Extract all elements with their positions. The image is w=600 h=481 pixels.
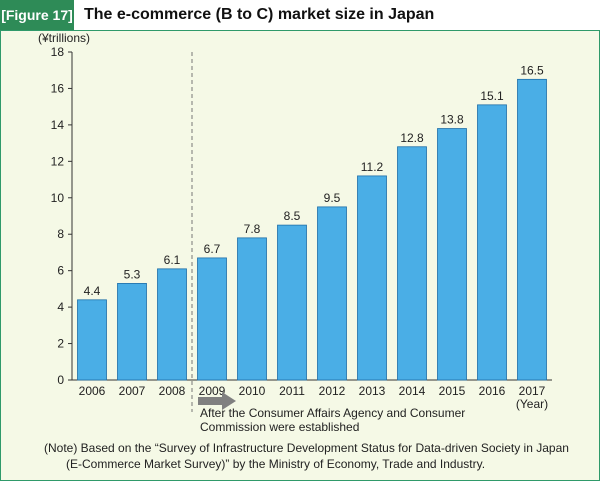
y-tick-label: 6 [57, 264, 64, 278]
bar-2015 [437, 128, 467, 381]
value-label-2016: 15.1 [480, 89, 504, 103]
y-tick-label: 12 [51, 154, 65, 168]
value-label-2017: 16.5 [520, 63, 544, 77]
bar-2007 [117, 283, 147, 381]
y-axis-label: (¥trillions) [38, 31, 90, 45]
bar-2013 [357, 175, 387, 381]
x-tick-label-2007: 2007 [119, 384, 146, 398]
bar-2016 [477, 104, 507, 381]
bar-2010 [237, 237, 267, 381]
source-note: (Note) Based on the “Survey of Infrastru… [44, 440, 584, 472]
bar-2008 [157, 268, 187, 381]
x-tick-label-2012: 2012 [319, 384, 346, 398]
source-note-line-2: (E-Commerce Market Survey)” by the Minis… [66, 457, 486, 471]
x-tick-label-2013: 2013 [359, 384, 386, 398]
y-tick-label: 18 [51, 45, 65, 59]
bar-2009 [197, 257, 227, 381]
x-tick-label-2016: 2016 [479, 384, 506, 398]
annotation-line-1: After the Consumer Affairs Agency and Co… [200, 406, 465, 420]
value-label-2006: 4.4 [84, 284, 101, 298]
value-label-2008: 6.1 [164, 253, 181, 267]
value-label-2013: 11.2 [361, 160, 384, 174]
y-tick-label: 4 [57, 300, 64, 314]
chart-title: The e-commerce (B to C) market size in J… [84, 6, 435, 23]
x-axis-label: (Year) [516, 397, 548, 411]
value-label-2007: 5.3 [124, 267, 141, 281]
value-label-2014: 12.8 [400, 131, 424, 145]
x-tick-label-2014: 2014 [399, 384, 426, 398]
bar-2006 [77, 299, 107, 381]
y-tick-label: 16 [51, 81, 65, 95]
x-tick-label-2009: 2009 [199, 384, 226, 398]
y-tick-label: 8 [57, 227, 64, 241]
value-label-2012: 9.5 [324, 191, 341, 205]
value-label-2011: 8.5 [284, 209, 301, 223]
x-tick-label-2017: 2017 [519, 384, 546, 398]
x-tick-label-2006: 2006 [79, 384, 106, 398]
right-arrow-icon [198, 392, 236, 410]
annotation-line-2: Commission were established [200, 420, 359, 434]
bar-2014 [397, 146, 427, 381]
source-note-line-1: (Note) Based on the “Survey of Infrastru… [44, 441, 569, 455]
x-tick-label-2011: 2011 [279, 384, 305, 398]
figure-header: [Figure 17] The e-commerce (B to C) mark… [0, 0, 600, 31]
y-tick-label: 2 [57, 337, 64, 351]
value-label-2009: 6.7 [204, 242, 221, 256]
bar-2012 [317, 206, 347, 381]
value-label-2010: 7.8 [244, 222, 261, 236]
value-label-2015: 13.8 [440, 113, 464, 127]
y-tick-label: 0 [57, 373, 64, 387]
bar-2011 [277, 224, 307, 381]
y-tick-label: 10 [51, 191, 65, 205]
y-tick-label: 14 [51, 118, 65, 132]
x-tick-label-2008: 2008 [159, 384, 186, 398]
figure-label: [Figure 17] [0, 0, 74, 30]
x-tick-label-2010: 2010 [239, 384, 266, 398]
x-tick-label-2015: 2015 [439, 384, 466, 398]
bar-2017 [517, 78, 547, 381]
